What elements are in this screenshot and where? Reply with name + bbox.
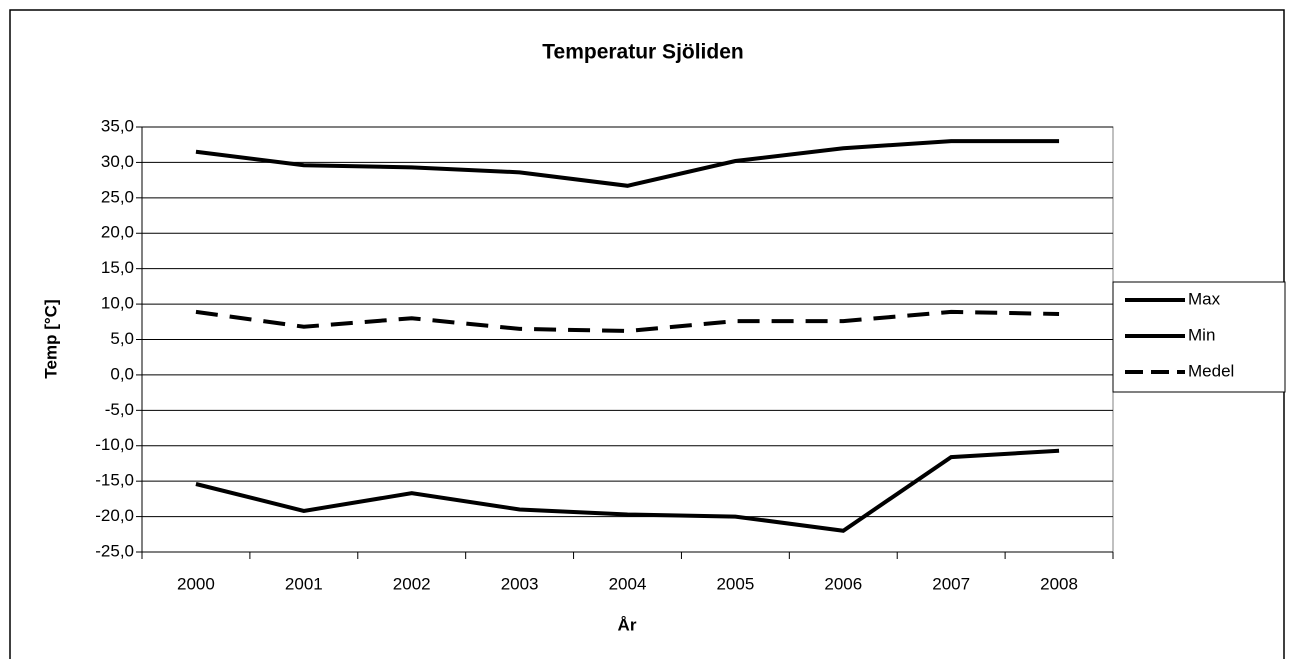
x-axis-title: År [618, 615, 637, 634]
y-tick-label: 10,0 [101, 294, 134, 313]
x-tick-label: 2005 [716, 574, 754, 593]
y-tick-label: -15,0 [95, 471, 134, 490]
y-tick-label: -10,0 [95, 435, 134, 454]
line-series [195, 139, 1060, 188]
x-tick-label: 2002 [393, 574, 431, 593]
y-tick-label: 20,0 [101, 223, 134, 242]
legend-label: Medel [1188, 361, 1234, 380]
x-tick-label: 2008 [1040, 574, 1078, 593]
x-tick-label: 2001 [285, 574, 323, 593]
chart-title: Temperatur Sjöliden [542, 41, 743, 64]
x-tick-label: 2000 [177, 574, 215, 593]
x-tick-label: 2003 [501, 574, 539, 593]
y-tick-label: 35,0 [101, 116, 134, 135]
y-tick-label: -5,0 [105, 400, 134, 419]
legend-label: Max [1188, 289, 1221, 308]
y-axis-title: Temp [°C] [41, 299, 60, 378]
y-tick-label: -25,0 [95, 541, 134, 560]
y-tick-label: -20,0 [95, 506, 134, 525]
x-tick-label: 2007 [932, 574, 970, 593]
y-tick-label: 5,0 [110, 329, 134, 348]
y-tick-label: 30,0 [101, 152, 134, 171]
y-tick-label: 0,0 [110, 364, 134, 383]
x-tick-label: 2006 [824, 574, 862, 593]
x-tick-label: 2004 [609, 574, 647, 593]
legend-label: Min [1188, 325, 1215, 344]
line-series [195, 448, 1060, 533]
line-series [195, 309, 1060, 334]
y-tick-label: 25,0 [101, 187, 134, 206]
y-tick-label: 15,0 [101, 258, 134, 277]
